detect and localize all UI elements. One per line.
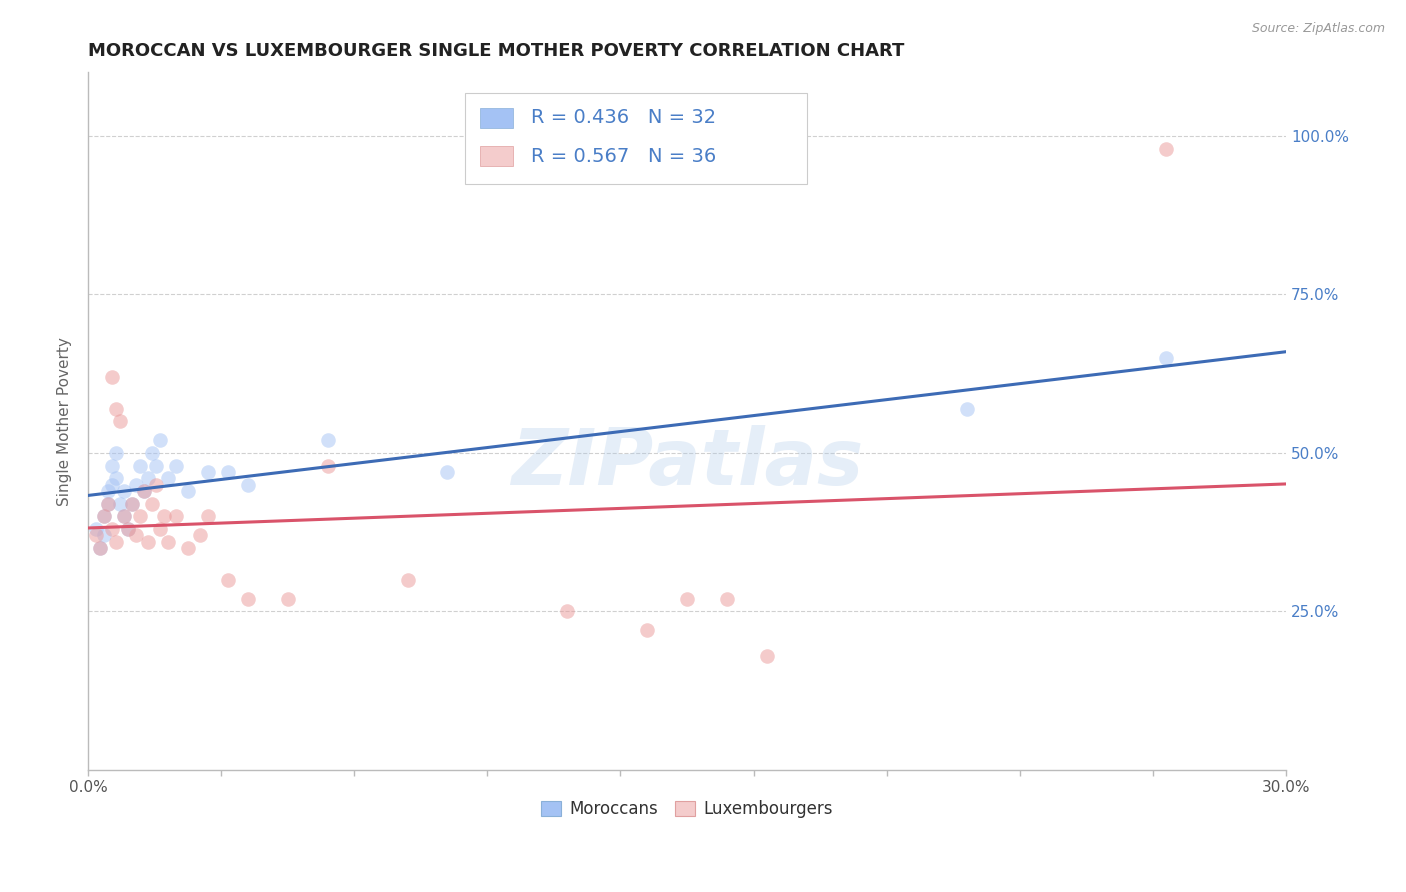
Point <box>117 522 139 536</box>
Point <box>101 369 124 384</box>
Point <box>141 497 163 511</box>
Point <box>177 483 200 498</box>
Point <box>101 477 124 491</box>
Point <box>105 401 128 416</box>
Point <box>93 509 115 524</box>
Point <box>136 471 159 485</box>
Text: Source: ZipAtlas.com: Source: ZipAtlas.com <box>1251 22 1385 36</box>
Point <box>436 465 458 479</box>
Point <box>145 477 167 491</box>
Point <box>1154 142 1177 156</box>
Point <box>755 648 778 663</box>
Point <box>105 446 128 460</box>
Text: R = 0.567   N = 36: R = 0.567 N = 36 <box>531 146 717 166</box>
FancyBboxPatch shape <box>479 146 513 166</box>
Point <box>955 401 977 416</box>
Point <box>97 497 120 511</box>
Point <box>108 497 131 511</box>
Point <box>676 591 699 606</box>
Point <box>149 522 172 536</box>
Point <box>129 509 152 524</box>
Point <box>101 458 124 473</box>
Text: MOROCCAN VS LUXEMBOURGER SINGLE MOTHER POVERTY CORRELATION CHART: MOROCCAN VS LUXEMBOURGER SINGLE MOTHER P… <box>89 42 904 60</box>
Text: ZIPatlas: ZIPatlas <box>510 425 863 501</box>
Point <box>105 534 128 549</box>
Point <box>112 483 135 498</box>
Y-axis label: Single Mother Poverty: Single Mother Poverty <box>58 337 72 506</box>
Point <box>316 458 339 473</box>
Point <box>101 522 124 536</box>
Point <box>112 509 135 524</box>
Point <box>108 414 131 428</box>
Point <box>217 465 239 479</box>
Point <box>121 497 143 511</box>
Point <box>156 534 179 549</box>
Point <box>132 483 155 498</box>
Point <box>197 465 219 479</box>
Point <box>125 528 148 542</box>
Point <box>89 541 111 555</box>
Point <box>117 522 139 536</box>
Point <box>217 573 239 587</box>
Point <box>236 477 259 491</box>
Point <box>93 509 115 524</box>
Point <box>121 497 143 511</box>
Point <box>277 591 299 606</box>
Point <box>84 522 107 536</box>
Text: R = 0.436   N = 32: R = 0.436 N = 32 <box>531 108 717 128</box>
Point <box>145 458 167 473</box>
Point <box>555 604 578 618</box>
FancyBboxPatch shape <box>465 94 807 184</box>
Point <box>156 471 179 485</box>
FancyBboxPatch shape <box>479 108 513 128</box>
Point <box>716 591 738 606</box>
Point <box>112 509 135 524</box>
Point <box>188 528 211 542</box>
Point <box>97 497 120 511</box>
Point <box>316 434 339 448</box>
Point <box>197 509 219 524</box>
Point <box>89 541 111 555</box>
Legend: Moroccans, Luxembourgers: Moroccans, Luxembourgers <box>534 793 839 824</box>
Point <box>132 483 155 498</box>
Point <box>136 534 159 549</box>
Point <box>141 446 163 460</box>
Point <box>165 458 187 473</box>
Point <box>236 591 259 606</box>
Point <box>396 573 419 587</box>
Point <box>636 624 658 638</box>
Point <box>97 483 120 498</box>
Point <box>165 509 187 524</box>
Point <box>84 528 107 542</box>
Point <box>125 477 148 491</box>
Point <box>93 528 115 542</box>
Point <box>105 471 128 485</box>
Point <box>153 509 176 524</box>
Point <box>149 434 172 448</box>
Point <box>177 541 200 555</box>
Point <box>129 458 152 473</box>
Point <box>1154 351 1177 365</box>
